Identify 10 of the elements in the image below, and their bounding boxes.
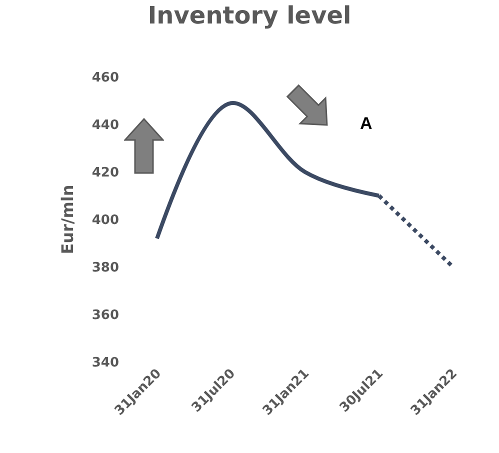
y-tick-label: 460: [92, 70, 119, 86]
chart-title: Inventory level: [148, 2, 352, 30]
y-axis-title: Eur/mln: [58, 184, 77, 254]
y-tick-label: 380: [92, 260, 119, 276]
y-tick-label: 420: [92, 166, 119, 181]
y-tick-label: 360: [92, 308, 119, 324]
annotation: A: [360, 114, 372, 133]
y-tick-label: 440: [92, 118, 119, 134]
y-tick-label: 340: [92, 356, 119, 371]
y-tick-label: 400: [92, 213, 119, 228]
